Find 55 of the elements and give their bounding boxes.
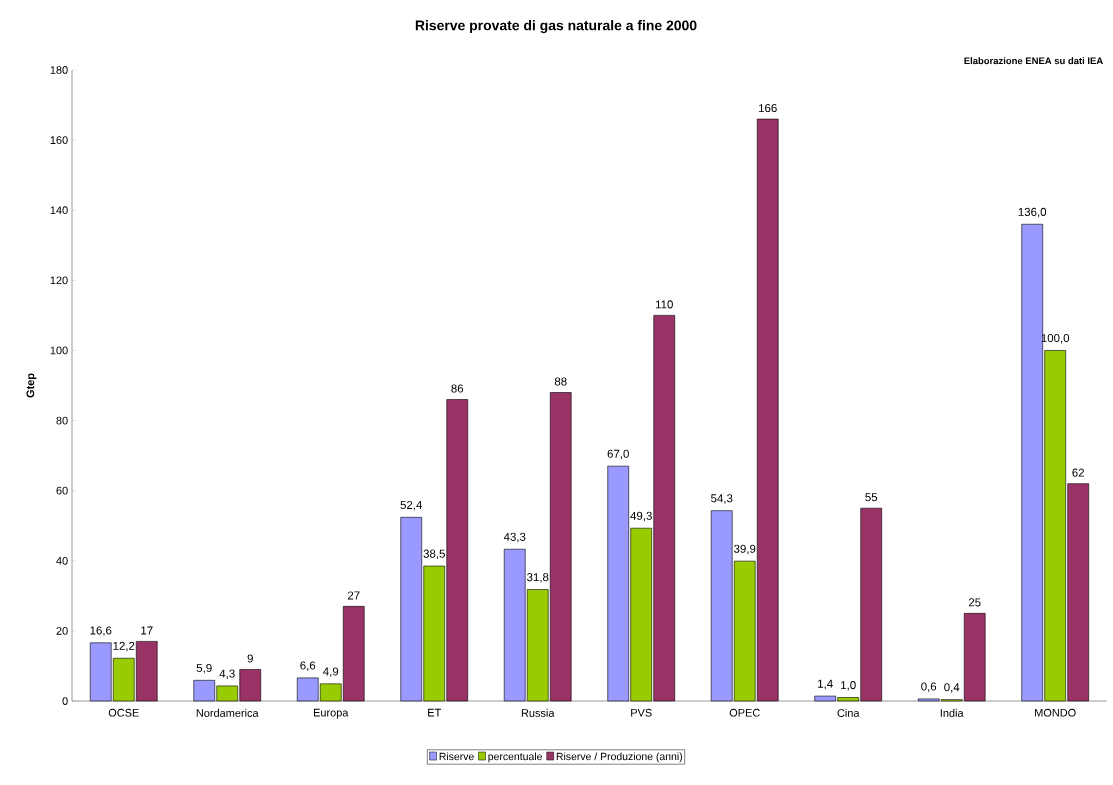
y-tick-label: 80 [56,416,68,425]
data-label: 0,6 [921,682,937,692]
legend-label: Riserve / Produzione (anni) [556,752,683,763]
data-label: 4,9 [323,667,339,677]
data-label: 1,0 [841,681,856,691]
text: Elaborazione ENEA su dati IEA [964,57,1103,65]
data-label: 54,3 [711,494,733,504]
legend-label: percentuale [488,752,542,763]
data-label: 136,0 [1018,207,1047,218]
data-label: 67,0 [607,449,629,460]
data-label: 0,4 [944,683,960,693]
y-axis-title: Gtep [26,373,37,398]
x-tick-label: OCSE [108,708,139,717]
y-tick-label: 20 [56,627,68,635]
data-label: 166 [759,104,777,113]
y-tick-label: 40 [56,556,68,565]
data-label: 17 [141,626,153,635]
x-tick-label: Cina [837,708,860,717]
data-label: 49,3 [630,511,652,522]
y-tick-label: 100 [50,346,68,355]
data-label: 5,9 [196,663,212,674]
data-label: 4,3 [219,669,235,679]
chart-title: Riserve provate di gas naturale a fine 2000 [415,20,697,34]
data-label: 6,6 [300,661,316,671]
x-tick-label: Nordamerica [196,708,259,717]
x-tick-label: MONDO [1035,708,1076,717]
legend-label: Riserve [439,752,474,761]
data-label: 55 [865,493,878,502]
data-label: 31,8 [527,573,549,583]
x-tick-label: Russia [521,708,555,717]
data-label: 43,3 [503,532,526,543]
data-label: 9 [247,654,253,663]
data-label: 39,9 [734,544,756,555]
y-tick-label: 60 [56,486,68,495]
data-label: 16,6 [90,626,112,636]
data-label: 1,4 [818,679,833,690]
data-label: 38,5 [423,549,445,560]
data-label: 25 [968,598,981,607]
y-tick-label: 180 [50,66,68,74]
x-tick-label: ET [428,708,441,717]
data-label: 52,4 [400,500,423,511]
data-label: 62 [1072,468,1084,477]
data-label: 88 [554,377,567,386]
y-tick-label: 120 [50,276,68,285]
x-tick-label: OPEC [729,708,760,717]
x-tick-label: Europa [313,708,349,719]
y-tick-label: 0 [62,697,68,705]
x-tick-label: India [940,708,964,717]
data-label: 110 [655,300,673,309]
data-label: 27 [347,591,360,600]
data-label: 86 [451,384,464,393]
y-tick-label: 160 [50,136,68,144]
data-label: 12,2 [113,641,135,652]
x-tick-label: PVS [631,708,652,717]
y-tick-label: 140 [50,206,68,215]
